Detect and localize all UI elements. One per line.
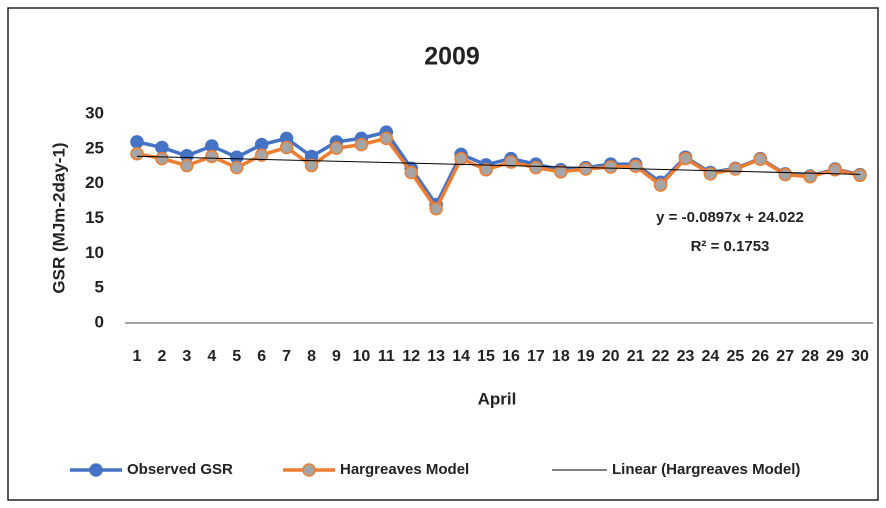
y-tick-label: 15 (85, 208, 104, 227)
x-tick-label: 1 (133, 348, 142, 365)
x-tick-label: 29 (826, 348, 844, 365)
series-marker (778, 167, 792, 182)
x-tick-label: 9 (332, 348, 341, 365)
x-tick-label: 4 (207, 348, 216, 365)
x-tick-label: 15 (477, 348, 495, 365)
x-tick-label: 27 (776, 348, 794, 365)
series-marker (529, 160, 543, 175)
x-tick-label: 6 (257, 348, 266, 365)
x-tick-label: 11 (378, 348, 395, 365)
x-tick-label: 5 (232, 348, 241, 365)
series-marker (354, 137, 369, 152)
series-marker (828, 162, 842, 177)
series-marker (603, 160, 618, 174)
x-tick-label: 28 (801, 348, 819, 365)
series-marker (130, 135, 144, 149)
x-tick-label: 25 (726, 348, 744, 365)
y-tick-label: 0 (95, 312, 104, 331)
x-tick-label: 2 (157, 348, 166, 365)
series-marker (180, 158, 194, 173)
chart-title: 2009 (424, 43, 480, 71)
x-axis-label: April (478, 389, 517, 408)
series-marker (703, 167, 718, 181)
series-marker (155, 140, 169, 155)
trendline-r-squared: R² = 0.1753 (691, 238, 770, 255)
series-marker (254, 148, 269, 162)
y-tick-label: 5 (95, 278, 104, 297)
series-marker (404, 165, 418, 180)
series-marker (479, 162, 493, 177)
y-tick-label: 25 (85, 138, 104, 157)
x-tick-label: 14 (452, 348, 470, 365)
x-tick-label: 12 (402, 348, 420, 365)
series-marker (579, 162, 593, 176)
series-marker (504, 155, 518, 169)
series-marker (205, 149, 219, 164)
series-marker (279, 140, 294, 155)
x-tick-label: 13 (427, 348, 445, 365)
series-marker (130, 146, 144, 161)
x-tick-label: 20 (602, 348, 620, 365)
series-marker (155, 151, 169, 166)
x-tick-label: 30 (851, 348, 869, 365)
x-tick-label: 7 (282, 348, 291, 365)
series-marker (653, 178, 668, 192)
legend-label: Linear (Hargreaves Model) (612, 461, 800, 478)
x-tick-label: 19 (577, 348, 595, 365)
legend-marker (89, 463, 103, 477)
series-marker (329, 141, 344, 155)
x-tick-label: 16 (502, 348, 520, 365)
x-tick-label: 3 (182, 348, 191, 365)
x-tick-label: 18 (552, 348, 570, 365)
x-tick-label: 22 (652, 348, 670, 365)
series-marker (678, 151, 693, 166)
x-tick-label: 24 (702, 348, 720, 365)
series-marker (304, 158, 319, 173)
x-tick-label: 17 (527, 348, 545, 365)
x-tick-label: 8 (307, 348, 316, 365)
x-tick-label: 26 (751, 348, 769, 365)
x-tick-label: 10 (352, 348, 370, 365)
series-marker (753, 152, 768, 167)
series-marker (803, 169, 817, 184)
chart-frame (7, 7, 879, 501)
y-tick-label: 10 (85, 243, 104, 262)
trendline (136, 155, 861, 175)
legend-label: Observed GSR (127, 461, 233, 478)
series-marker (379, 131, 394, 146)
series-marker (229, 160, 244, 175)
series-marker (554, 165, 568, 179)
series-marker (853, 168, 867, 183)
y-axis-label: GSR (MJm-2day-1) (49, 142, 68, 293)
series-marker (628, 159, 643, 173)
series-marker (429, 201, 443, 216)
legend-marker (302, 463, 316, 477)
y-tick-label: 30 (85, 103, 104, 122)
trendline-equation: y = -0.0897x + 24.022 (656, 209, 804, 226)
x-tick-label: 21 (627, 348, 645, 365)
legend-label: Hargreaves Model (340, 461, 469, 478)
x-tick-label: 23 (677, 348, 695, 365)
y-tick-label: 20 (85, 173, 104, 192)
series-marker (454, 151, 468, 166)
series-marker (728, 162, 743, 176)
